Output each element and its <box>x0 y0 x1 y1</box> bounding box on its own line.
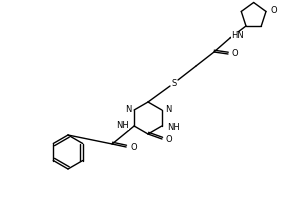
Text: N: N <box>165 106 171 114</box>
Text: N: N <box>125 106 131 114</box>
Text: O: O <box>232 49 238 58</box>
Text: O: O <box>270 6 277 15</box>
Text: NH: NH <box>116 120 129 130</box>
Text: O: O <box>166 134 172 144</box>
Text: S: S <box>171 78 177 88</box>
Text: O: O <box>130 142 137 152</box>
Text: NH: NH <box>167 122 180 132</box>
Text: HN: HN <box>231 31 244 40</box>
